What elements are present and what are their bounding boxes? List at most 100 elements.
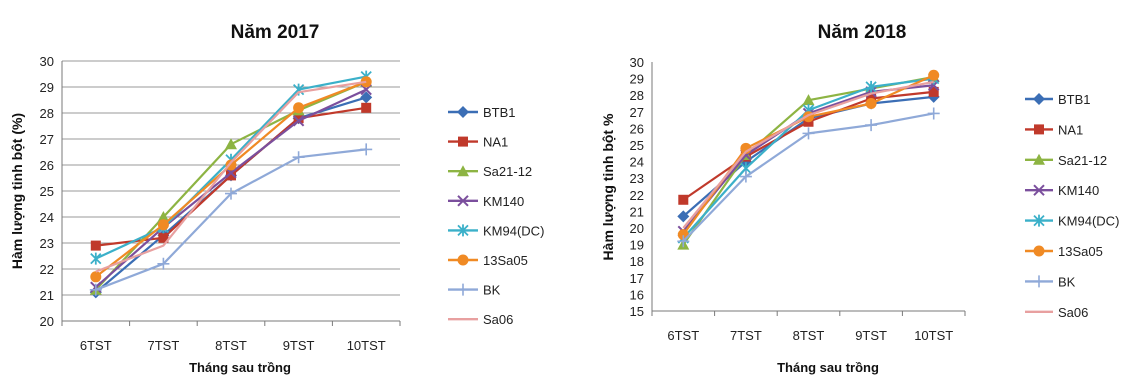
y-tick-label: 23 xyxy=(630,171,644,186)
y-tick-label: 21 xyxy=(40,288,54,303)
data-point-marker xyxy=(360,143,373,156)
series-Sa06 xyxy=(682,80,934,229)
chart-1: Năm 2017 20 21 22 23 24 25 26 27 28 29 30 6TST 7TST 8T… xyxy=(9,22,544,375)
legend-item: KM94(DC) xyxy=(448,223,544,238)
chart-title: Năm 2018 xyxy=(818,22,907,43)
data-point-marker xyxy=(457,195,469,207)
y-tick-label: 30 xyxy=(630,55,644,70)
y-tick-label: 22 xyxy=(40,262,54,277)
data-point-marker xyxy=(802,94,815,106)
legend-label: 13Sa05 xyxy=(483,253,528,268)
data-point-marker xyxy=(225,159,237,171)
y-tick-label: 25 xyxy=(40,184,54,199)
data-point-marker xyxy=(1033,275,1045,288)
legend-item: Sa21-12 xyxy=(448,164,532,179)
data-point-marker xyxy=(293,113,304,124)
data-point-marker xyxy=(360,91,373,104)
x-tick-label: 8TST xyxy=(793,328,825,343)
series-Sa21-12 xyxy=(677,70,940,250)
x-tick-label: 8TST xyxy=(215,338,247,353)
data-point-marker xyxy=(157,219,169,231)
y-tick-label: 20 xyxy=(630,221,644,236)
y-tick-label: 27 xyxy=(630,105,644,120)
data-point-marker xyxy=(90,240,101,251)
y-tick-label: 15 xyxy=(630,304,644,319)
data-point-marker xyxy=(678,194,689,205)
data-point-marker xyxy=(158,232,169,243)
y-tick-label: 20 xyxy=(40,314,54,329)
x-tick-label: 6TST xyxy=(667,328,699,343)
y-tick-label: 16 xyxy=(630,287,644,302)
data-point-marker xyxy=(739,170,752,183)
legend-label: KM94(DC) xyxy=(1058,214,1119,229)
legend-label: BTB1 xyxy=(483,105,516,120)
legend-label: KM140 xyxy=(1058,183,1099,198)
data-point-marker xyxy=(457,254,469,266)
legend-item: BTB1 xyxy=(1025,92,1091,107)
data-point-marker xyxy=(1033,93,1045,105)
data-point-marker xyxy=(361,102,372,113)
legend-label: KM140 xyxy=(483,194,524,209)
series-line xyxy=(95,80,367,273)
legend-label: BK xyxy=(1058,274,1076,289)
x-tick-label: 9TST xyxy=(855,328,887,343)
data-point-marker xyxy=(677,235,690,248)
data-point-marker xyxy=(293,102,305,114)
data-point-marker xyxy=(865,119,878,132)
x-tick-label: 10TST xyxy=(347,338,386,353)
x-tick-label: 7TST xyxy=(148,338,180,353)
data-point-marker xyxy=(802,127,815,140)
data-point-marker xyxy=(157,211,170,222)
data-point-marker xyxy=(865,80,877,93)
series-BK xyxy=(89,143,373,296)
legend-item: BTB1 xyxy=(448,105,516,120)
y-tick-label: 24 xyxy=(630,155,644,170)
x-tick-label: 7TST xyxy=(730,328,762,343)
data-point-marker xyxy=(225,167,237,179)
legend-label: Sa06 xyxy=(1058,305,1088,320)
data-point-marker xyxy=(928,86,939,97)
legend-label: NA1 xyxy=(483,135,508,150)
data-point-marker xyxy=(292,115,305,127)
data-point-marker xyxy=(865,98,877,109)
x-tick-label: 9TST xyxy=(283,338,315,353)
data-point-marker xyxy=(457,106,469,118)
legend-label: NA1 xyxy=(1058,122,1083,137)
data-point-marker xyxy=(1034,124,1044,135)
legend: BTB1 NA1 Sa21-12 KM140 KM94(DC) 13Sa05 BK Sa06 xyxy=(1025,92,1119,320)
data-point-marker xyxy=(292,151,305,164)
y-tick-label: 29 xyxy=(40,80,54,95)
legend-item: Sa06 xyxy=(448,312,513,327)
data-point-marker xyxy=(1033,153,1045,165)
data-point-marker xyxy=(1033,214,1045,227)
data-point-marker xyxy=(1033,245,1045,257)
chart-title: Năm 2017 xyxy=(231,22,320,43)
data-point-marker xyxy=(927,107,940,120)
legend: BTB1 NA1 Sa21-12 KM140 KM94(DC) 13Sa05 BK Sa06 xyxy=(448,105,544,327)
data-point-marker xyxy=(90,252,102,265)
y-tick-label: 17 xyxy=(630,271,644,286)
y-tick-label: 18 xyxy=(630,254,644,269)
series-line xyxy=(682,80,934,229)
data-point-marker xyxy=(225,187,237,200)
legend-label: Sa21-12 xyxy=(483,164,532,179)
y-tick-label: 26 xyxy=(40,158,54,173)
series-NA1 xyxy=(90,102,372,251)
y-axis-label: Hàm lượng tinh bột (%) xyxy=(9,113,25,269)
legend-item: Sa06 xyxy=(1025,305,1088,320)
data-point-marker xyxy=(677,210,690,223)
y-tick-label: 24 xyxy=(40,210,54,225)
data-point-marker xyxy=(89,283,102,296)
y-tick-label: 29 xyxy=(630,72,644,87)
legend-label: 13Sa05 xyxy=(1058,244,1103,259)
legend-item: Sa21-12 xyxy=(1025,153,1107,168)
y-tick-label: 22 xyxy=(630,188,644,203)
legend-item: 13Sa05 xyxy=(448,253,528,268)
legend-label: KM94(DC) xyxy=(483,223,544,238)
x-tick-label: 10TST xyxy=(914,328,953,343)
data-point-marker xyxy=(157,257,170,270)
legend-label: Sa21-12 xyxy=(1058,153,1107,168)
